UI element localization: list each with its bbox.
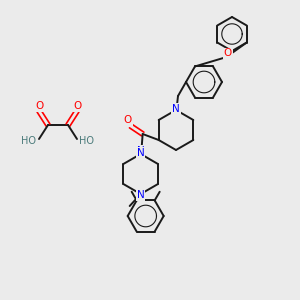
Text: N: N (137, 190, 145, 200)
Text: O: O (73, 101, 81, 111)
Text: O: O (224, 49, 232, 58)
Text: O: O (35, 101, 43, 111)
Text: N: N (137, 146, 145, 156)
Text: N: N (172, 104, 180, 114)
Text: N: N (172, 105, 180, 115)
Text: HO: HO (22, 136, 37, 146)
Text: HO: HO (80, 136, 94, 146)
Text: N: N (137, 148, 145, 158)
Text: O: O (124, 115, 132, 125)
